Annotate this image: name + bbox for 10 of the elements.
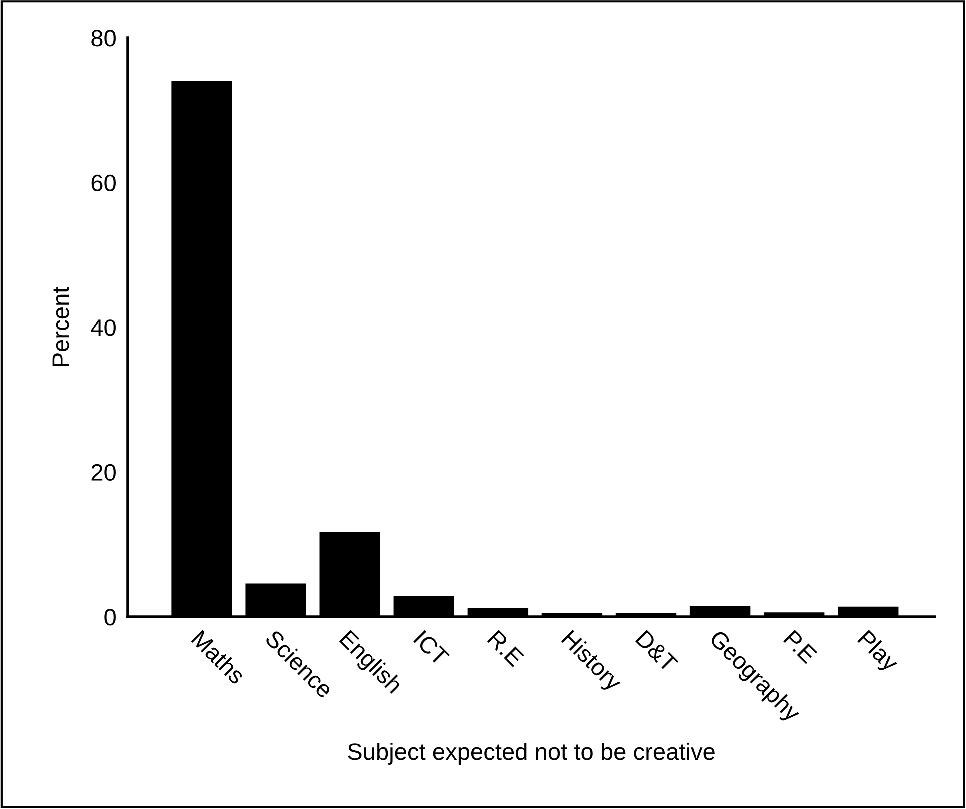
y-tick-label: 80 — [92, 30, 116, 47]
y-tick-label: 0 — [104, 609, 116, 626]
x-tick-label: D&T — [635, 630, 679, 674]
x-axis-title: Subject expected not to be creative — [348, 742, 715, 765]
y-tick-label: 20 — [92, 464, 116, 482]
x-tick-label: ICT — [413, 630, 450, 667]
y-tick-label: 40 — [91, 320, 116, 336]
y-tick-label: 60 — [92, 174, 116, 192]
x-tick-label: R.E — [487, 630, 525, 668]
y-axis-title: Percent — [52, 286, 70, 366]
